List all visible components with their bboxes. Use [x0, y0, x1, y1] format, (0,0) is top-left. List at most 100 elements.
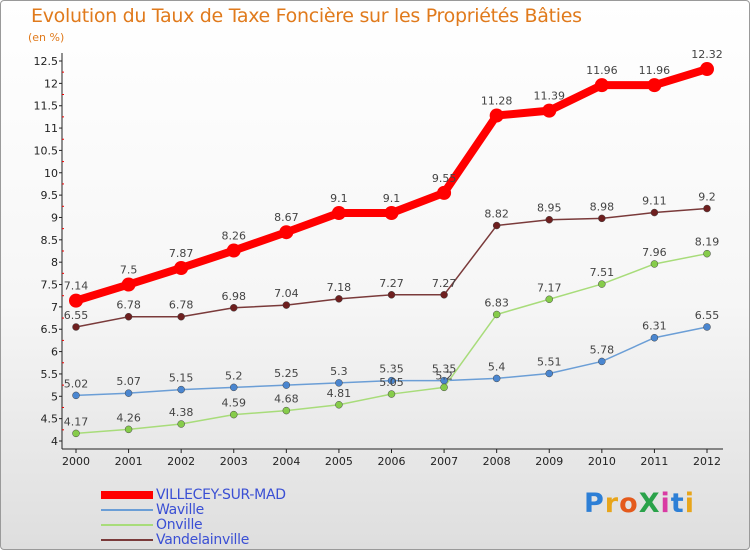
- x-tick-label: 2009: [535, 455, 563, 468]
- data-point: [335, 295, 343, 303]
- legend-swatch: [101, 524, 153, 526]
- data-point: [72, 391, 80, 400]
- data-point: [387, 390, 396, 398]
- data-point: [282, 301, 291, 309]
- data-label: 8.98: [590, 200, 615, 213]
- data-point: [282, 406, 291, 415]
- data-label: 4.59: [222, 397, 247, 410]
- data-point: [384, 206, 399, 220]
- data-label: 8.67: [274, 211, 299, 224]
- legend-label: Vandelainville: [156, 532, 250, 548]
- x-tick-label: 2011: [640, 455, 668, 468]
- data-label: 5.51: [537, 355, 562, 368]
- legend-swatch: [101, 491, 153, 499]
- y-tick-label: 8: [51, 256, 58, 269]
- data-point: [177, 312, 185, 321]
- x-tick-label: 2001: [115, 455, 143, 468]
- data-label: 5.15: [169, 372, 194, 385]
- data-point: [121, 277, 136, 292]
- data-point: [440, 383, 448, 392]
- logo-letter: i: [684, 488, 695, 519]
- data-point: [594, 78, 609, 93]
- data-point: [174, 260, 189, 275]
- data-point: [335, 379, 343, 387]
- data-label: 5.02: [64, 377, 89, 390]
- data-point: [492, 310, 501, 319]
- data-point: [703, 204, 711, 213]
- data-label: 4.68: [274, 393, 299, 406]
- data-point: [440, 291, 448, 299]
- data-point: [489, 108, 504, 123]
- data-point: [124, 389, 133, 397]
- data-label: 11.96: [586, 64, 618, 77]
- data-label: 8.26: [222, 230, 247, 243]
- data-label: 5.4: [488, 360, 506, 373]
- logo-letter: P: [584, 488, 605, 519]
- x-tick-label: 2000: [62, 455, 90, 468]
- data-label: 7.27: [432, 277, 457, 290]
- legend-swatch: [101, 539, 153, 541]
- y-tick-label: 4: [51, 435, 58, 448]
- data-label: 6.31: [642, 320, 667, 333]
- data-point: [230, 304, 238, 312]
- y-tick-label: 10.5: [34, 144, 59, 157]
- data-label: 9.2: [698, 191, 716, 204]
- data-label: 7.17: [537, 281, 562, 294]
- legend-label: Onville: [156, 517, 203, 533]
- data-point: [177, 385, 185, 394]
- data-label: 9.1: [383, 192, 401, 205]
- data-label: 9.55: [432, 172, 457, 185]
- proxiti-logo: ProXiti: [584, 488, 695, 519]
- axes: 4 4.5 5 5.5 6 6.5 7 7.5 8 8.5 9 9.5 10 10.5 11 11.5 12 12…: [34, 53, 723, 468]
- y-tick-label: 12.5: [34, 55, 59, 68]
- data-point: [650, 260, 659, 268]
- data-point: [542, 103, 557, 118]
- data-point: [437, 185, 452, 200]
- y-tick-label: 7: [51, 301, 58, 314]
- data-point: [230, 410, 238, 419]
- data-label: 4.81: [327, 387, 352, 400]
- logo-letter: i: [660, 488, 671, 519]
- data-label: 5.3: [330, 365, 348, 378]
- data-label: 7.18: [327, 281, 352, 294]
- data-label: 5.05: [379, 376, 404, 389]
- data-label: 8.82: [484, 208, 509, 221]
- data-label: 7.87: [169, 247, 194, 260]
- y-tick-label: 5: [51, 390, 58, 403]
- y-tick-label: 11.5: [34, 100, 59, 113]
- data-point: [124, 312, 133, 321]
- logo-letter: X: [638, 488, 661, 519]
- data-label: 5.78: [590, 343, 615, 356]
- x-tick-label: 2010: [588, 455, 616, 468]
- data-label: 5.35: [379, 363, 404, 376]
- x-tick-label: 2007: [430, 455, 458, 468]
- x-tick-label: 2012: [693, 455, 721, 468]
- data-label: 6.78: [116, 299, 141, 312]
- data-point: [124, 425, 133, 434]
- data-point: [598, 280, 606, 288]
- x-tick-label: 2005: [325, 455, 353, 468]
- y-tick-label: 11: [44, 122, 58, 135]
- chart-title: Evolution du Taux de Taxe Foncière sur l…: [31, 5, 582, 27]
- data-labels: 5.02 5.07 5.15 5.2 5.25 5.3 5.35 5.35 5.4 5.51 5.7…: [64, 48, 723, 428]
- data-label: 6.78: [169, 299, 194, 312]
- y-tick-label: 4.5: [41, 413, 59, 426]
- data-point: [545, 215, 553, 224]
- data-point: [331, 206, 346, 220]
- data-label: 9.11: [642, 195, 667, 208]
- data-point: [492, 374, 501, 383]
- legend-label: Waville: [156, 502, 204, 518]
- data-point: [650, 208, 659, 217]
- data-label: 4.17: [64, 415, 89, 428]
- data-label: 5.25: [274, 367, 299, 380]
- data-point: [492, 221, 501, 230]
- data-label: 4.38: [169, 406, 194, 419]
- y-tick-label: 9.5: [41, 189, 59, 202]
- data-point: [72, 323, 80, 331]
- logo-letter: o: [619, 488, 639, 519]
- data-point: [282, 381, 291, 389]
- data-point: [650, 333, 659, 342]
- data-label: 12.32: [691, 48, 723, 61]
